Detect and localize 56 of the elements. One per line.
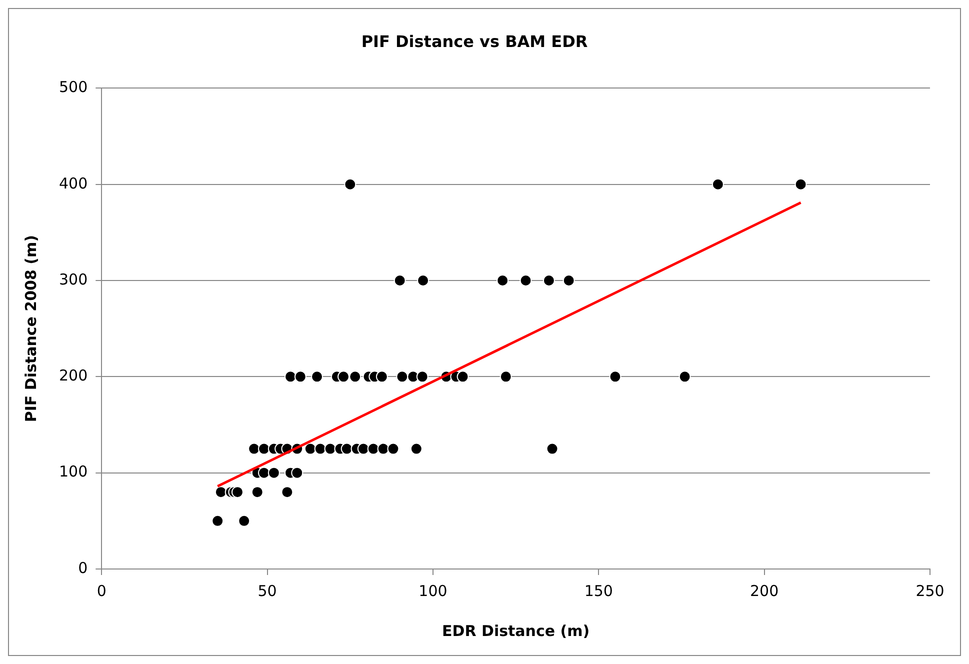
point [314, 442, 326, 455]
point [456, 370, 469, 383]
point [520, 274, 532, 287]
point [546, 442, 558, 455]
point [367, 442, 380, 455]
y-tick-label: 100 [58, 462, 88, 481]
point [311, 370, 324, 383]
point [338, 370, 350, 383]
point [344, 178, 356, 190]
chart-title: PIF Distance vs BAM EDR [361, 32, 588, 51]
point [417, 274, 430, 287]
point [794, 178, 807, 190]
y-tick-label: 300 [58, 270, 88, 288]
point [304, 442, 316, 455]
y-tick-label: 0 [78, 558, 88, 577]
point [542, 274, 555, 287]
x-tick-label: 250 [916, 582, 944, 600]
point [258, 466, 270, 479]
point [214, 486, 227, 498]
point [376, 370, 388, 383]
point [238, 514, 250, 527]
point [281, 486, 294, 498]
point [357, 442, 370, 455]
point [284, 370, 296, 383]
point [396, 370, 408, 383]
point [416, 370, 428, 383]
point [231, 486, 244, 498]
point [291, 466, 304, 479]
point [268, 466, 280, 479]
y-axis-title: PIF Distance 2008 (m) [22, 235, 40, 422]
point [562, 274, 575, 287]
point [712, 178, 724, 190]
point [349, 370, 362, 383]
point [377, 442, 390, 455]
point [387, 442, 400, 455]
point [609, 370, 622, 383]
x-tick-label: 150 [584, 582, 613, 600]
point [496, 274, 509, 287]
point [294, 370, 306, 383]
y-tick-label: 200 [58, 366, 88, 385]
point [324, 442, 336, 455]
point [394, 274, 406, 287]
y-tick-label: 500 [58, 78, 88, 96]
point [251, 486, 264, 498]
point [678, 370, 691, 383]
x-tick-label: 200 [750, 582, 779, 600]
point [500, 370, 512, 383]
x-axis-title: EDR Distance (m) [442, 622, 590, 640]
point [258, 442, 270, 455]
x-tick-label: 0 [96, 582, 106, 600]
x-tick-label: 100 [418, 582, 448, 600]
point [410, 442, 422, 455]
x-tick-label: 50 [258, 582, 277, 600]
point [212, 514, 224, 527]
y-tick-label: 400 [58, 174, 88, 192]
point [340, 442, 353, 455]
